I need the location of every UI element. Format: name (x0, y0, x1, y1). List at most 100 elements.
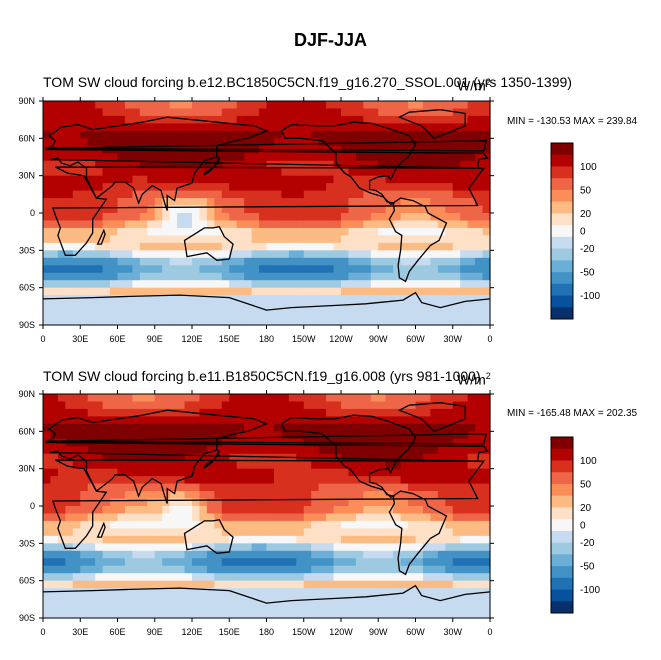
field-cell (43, 408, 52, 417)
field-cell (318, 235, 327, 244)
field-cell (221, 160, 230, 169)
field-cell (65, 401, 74, 410)
field-cell (445, 423, 454, 432)
field-cell (475, 588, 484, 597)
field-cell (288, 123, 297, 132)
field-cell (452, 408, 461, 417)
field-cell (437, 205, 446, 214)
field-cell (422, 550, 431, 559)
field-cell (460, 520, 469, 529)
field-cell (460, 610, 469, 619)
field-cell (326, 108, 335, 117)
field-cell (333, 317, 342, 326)
field-cell (475, 205, 484, 214)
field-cell (132, 213, 141, 222)
field-cell (408, 265, 417, 274)
field-cell (132, 130, 141, 139)
field-cell (288, 115, 297, 124)
field-cell (385, 227, 394, 236)
field-cell (244, 175, 253, 184)
field-cell (460, 153, 469, 162)
field-cell (318, 287, 327, 296)
field-cell (348, 453, 357, 462)
field-cell (303, 115, 312, 124)
panel-variable: TOM SW cloud forcing (43, 74, 184, 90)
field-cell (296, 101, 305, 110)
field-cell (408, 310, 417, 319)
field-cell (475, 235, 484, 244)
field-cell (87, 565, 96, 574)
field-cell (378, 535, 387, 544)
field-cell (363, 476, 372, 485)
field-cell (169, 175, 178, 184)
field-cell (102, 491, 111, 500)
field-cell (110, 520, 119, 529)
field-cell (259, 580, 268, 589)
field-cell (437, 153, 446, 162)
field-cell (370, 175, 379, 184)
field-cell (132, 168, 141, 177)
field-cell (341, 213, 350, 222)
field-cell (251, 498, 260, 507)
field-cell (318, 468, 327, 477)
field-cell (147, 213, 156, 222)
field-cell (333, 394, 342, 403)
field-cell (348, 317, 357, 326)
field-cell (393, 115, 402, 124)
field-cell (385, 513, 394, 522)
field-cell (281, 295, 290, 304)
field-cell (341, 198, 350, 207)
field-cell (199, 595, 208, 604)
field-cell (147, 280, 156, 289)
field-cell (408, 227, 417, 236)
field-cell (147, 528, 156, 537)
field-cell (378, 272, 387, 281)
field-cell (162, 108, 171, 117)
field-cell (102, 520, 111, 529)
field-cell (206, 101, 215, 110)
field-cell (296, 550, 305, 559)
field-cell (244, 213, 253, 222)
field-cell (288, 610, 297, 619)
field-cell (244, 265, 253, 274)
field-cell (169, 580, 178, 589)
field-cell (355, 101, 364, 110)
field-cell (192, 438, 201, 447)
field-cell (318, 265, 327, 274)
field-cell (408, 242, 417, 251)
field-cell (177, 535, 186, 544)
field-cell (110, 558, 119, 567)
field-cell (132, 310, 141, 319)
field-cell (355, 506, 364, 515)
field-cell (221, 558, 230, 567)
field-cell (430, 227, 439, 236)
field-cell (95, 242, 104, 251)
field-cell (229, 198, 238, 207)
field-cell (363, 227, 372, 236)
field-cell (355, 272, 364, 281)
field-cell (460, 595, 469, 604)
field-cell (311, 528, 320, 537)
coastline (388, 197, 448, 283)
field-cell (72, 506, 81, 515)
field-cell (214, 476, 223, 485)
field-cell (236, 461, 245, 470)
field-cell (65, 130, 74, 139)
field-cell (266, 108, 275, 117)
field-cell (221, 295, 230, 304)
field-cell (221, 287, 230, 296)
field-cell (482, 310, 491, 319)
field-cell (154, 295, 163, 304)
field-cell (445, 476, 454, 485)
field-cell (475, 108, 484, 117)
field-cell (95, 101, 104, 110)
field-cell (169, 295, 178, 304)
field-cell (57, 280, 66, 289)
field-cell (192, 317, 201, 326)
field-cell (370, 242, 379, 251)
field-cell (221, 250, 230, 259)
field-cell (445, 257, 454, 266)
field-cell (296, 558, 305, 567)
colorbar-label: -100 (580, 291, 600, 302)
field-cell (154, 610, 163, 619)
